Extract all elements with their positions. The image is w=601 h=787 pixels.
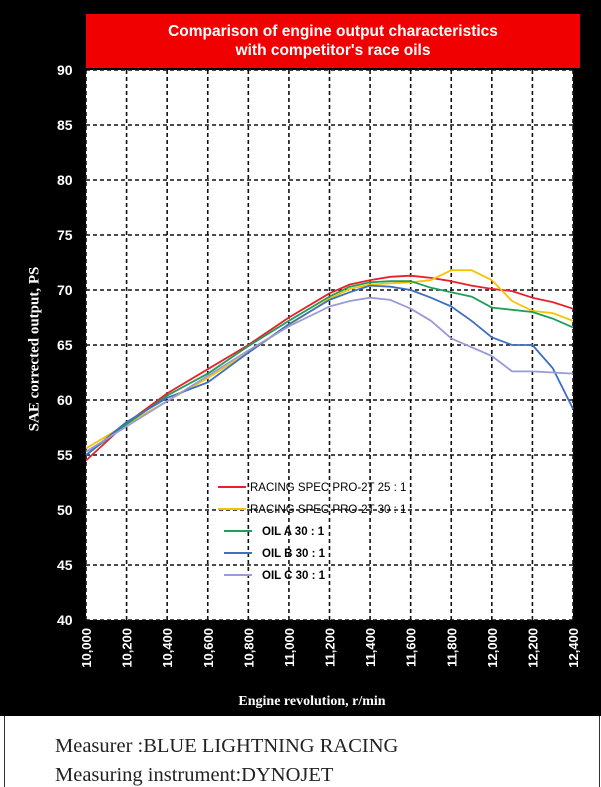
x-axis-label: Engine revolution, r/min [198, 688, 426, 716]
legend-label: OIL C 30 : 1 [262, 570, 326, 582]
x-tick-label: 12,200 [525, 628, 540, 668]
x-tick-label: 10,400 [160, 628, 175, 668]
x-tick-label: 11,000 [282, 628, 297, 667]
x-tick-label: 10,800 [241, 628, 256, 668]
series-line [85, 284, 574, 456]
x-tick-labels: 10,000 10,200 10,400 10,600 10,800 11,000 11,2… [79, 628, 581, 668]
y-tick-label: 45 [57, 557, 73, 573]
measurement-notes: Measurer :BLUE LIGHTNING RACING Measurin… [4, 716, 600, 787]
y-axis-label: SAE corrected output, PS [26, 266, 43, 432]
y-tick-labels: 90 85 80 75 70 65 60 55 50 45 40 [57, 62, 73, 628]
y-tick-label: 70 [57, 282, 73, 298]
x-tick-label: 11,400 [363, 628, 378, 667]
y-tick-label: 60 [57, 392, 73, 408]
x-tick-label: 10,600 [201, 628, 216, 668]
legend-label: OIL A 30 : 1 [262, 526, 325, 538]
y-tick-label: 80 [57, 172, 73, 188]
x-tick-label: 12,400 [566, 628, 581, 668]
legend-label: RACING SPEC PRO-2T 25 : 1 [250, 482, 406, 494]
instrument-note: Measuring instrument:DYNOJET [55, 764, 334, 786]
series-line [85, 274, 574, 462]
y-axis-label-box [18, 234, 52, 464]
series-line [85, 269, 574, 450]
x-tick-label: 11,200 [323, 628, 338, 667]
legend-label: OIL B 30 : 1 [262, 548, 326, 560]
measurer-note: Measurer :BLUE LIGHTNING RACING [55, 735, 399, 757]
legend-label: RACING SPEC PRO-2T 30 : 1 [250, 504, 406, 516]
x-tick-label: 11,600 [404, 628, 419, 667]
x-tick-label: 10,200 [120, 628, 135, 668]
legend: RACING SPEC PRO-2T 25 : 1 RACING SPEC PRO… [218, 482, 406, 582]
y-tick-label: 50 [57, 502, 73, 518]
x-tick-label: 11,800 [444, 628, 459, 667]
chart-title-line-2: with competitor's race oils [235, 42, 431, 59]
chart-title: Comparison of engine output characterist… [86, 14, 580, 68]
x-tick-label: 10,000 [79, 628, 94, 668]
y-tick-label: 55 [57, 447, 73, 463]
chart-plot: 90 85 80 75 70 65 60 55 50 45 40 10,000 10,200 10,40… [57, 62, 581, 668]
x-tick-label: 12,000 [485, 628, 500, 668]
y-tick-label: 65 [57, 337, 73, 353]
series-lines [85, 269, 574, 462]
series-line [85, 280, 574, 456]
y-tick-label: 40 [57, 612, 73, 628]
chart-title-line-1: Comparison of engine output characterist… [168, 23, 498, 40]
y-tick-label: 75 [57, 227, 73, 243]
y-tick-label: 90 [57, 62, 73, 78]
y-tick-label: 85 [57, 117, 73, 133]
series-line [85, 296, 574, 453]
